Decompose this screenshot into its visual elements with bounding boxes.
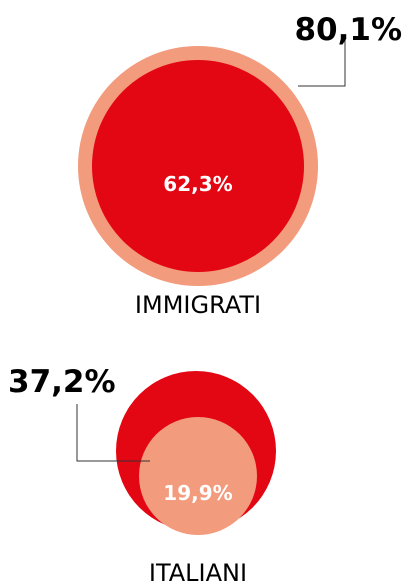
italiani-outer-label: 37,2% (8, 364, 116, 400)
italiani-inner-label: 19,9% (163, 481, 232, 505)
italiani-leader-line (76, 404, 150, 462)
immigrati-title: IMMIGRATI (135, 291, 261, 319)
immigrati-inner-circle (92, 60, 304, 272)
italiani-inner-circle (139, 417, 257, 535)
immigrati-outer-label: 80,1% (294, 12, 402, 48)
immigrati-inner-label: 62,3% (163, 172, 232, 196)
group-immigrati: 80,1% 62,3% IMMIGRATI (78, 12, 402, 319)
italiani-title: ITALIANI (149, 559, 247, 585)
group-italiani: 37,2% 19,9% ITALIANI (8, 364, 276, 585)
immigrati-leader-line (298, 40, 346, 87)
